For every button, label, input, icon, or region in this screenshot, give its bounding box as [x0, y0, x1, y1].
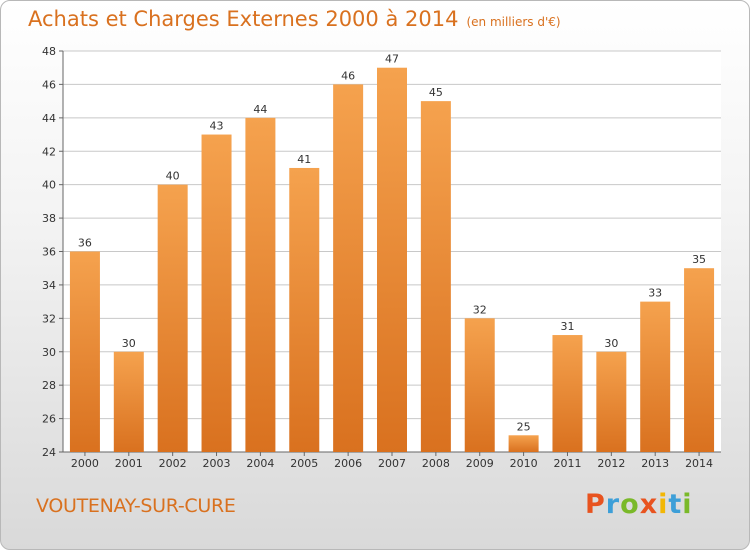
bar-value-label: 43: [210, 120, 224, 133]
x-tick-label: 2012: [597, 457, 625, 470]
y-tick-label: 28: [42, 379, 56, 392]
x-tick-label: 2006: [334, 457, 362, 470]
x-tick-label: 2007: [378, 457, 406, 470]
bar: [684, 268, 715, 452]
bar-value-label: 35: [692, 253, 706, 266]
bar-value-label: 32: [473, 303, 487, 316]
logo-letter: i: [682, 489, 693, 520]
y-tick-label: 38: [42, 212, 56, 225]
bar: [201, 134, 232, 452]
bar: [69, 251, 100, 452]
x-tick-label: 2005: [290, 457, 318, 470]
bar-value-label: 47: [385, 53, 399, 66]
y-tick-label: 48: [42, 45, 56, 58]
y-tick-label: 32: [42, 312, 56, 325]
y-tick-label: 36: [42, 246, 56, 259]
logo-letter: r: [605, 489, 621, 520]
x-tick-label: 2010: [510, 457, 538, 470]
x-tick-label: 2000: [71, 457, 99, 470]
x-tick-label: 2003: [203, 457, 231, 470]
bar-value-label: 45: [429, 86, 443, 99]
y-tick-label: 40: [42, 179, 56, 192]
x-tick-label: 2009: [466, 457, 494, 470]
bar-value-label: 40: [166, 170, 180, 183]
y-tick-label: 46: [42, 78, 56, 91]
bar: [157, 184, 188, 452]
proxiti-logo: Proxiti: [585, 489, 693, 520]
bar: [596, 351, 627, 452]
y-tick-label: 26: [42, 413, 56, 426]
x-tick-label: 2008: [422, 457, 450, 470]
bar: [464, 318, 495, 452]
chart-subtitle: (en milliers d'€): [466, 15, 561, 29]
y-tick-label: 24: [42, 446, 56, 459]
bar: [552, 335, 583, 452]
bar: [289, 167, 320, 453]
logo-letter: P: [585, 489, 606, 520]
logo-letter: o: [620, 489, 640, 520]
x-tick-label: 2014: [685, 457, 713, 470]
y-tick-label: 42: [42, 145, 56, 158]
bar-value-label: 30: [604, 337, 618, 350]
bar: [640, 301, 671, 452]
bar-value-label: 44: [253, 103, 267, 116]
x-tick-label: 2001: [115, 457, 143, 470]
bar-value-label: 41: [297, 153, 311, 166]
x-tick-label: 2013: [641, 457, 669, 470]
bar-value-label: 31: [560, 320, 574, 333]
logo-letter: i: [658, 489, 669, 520]
logo-letter: t: [668, 489, 683, 520]
y-tick-label: 34: [42, 279, 56, 292]
commune-name: VOUTENAY-SUR-CURE: [36, 495, 236, 517]
bar-value-label: 33: [648, 287, 662, 300]
bar: [420, 101, 451, 452]
bar: [377, 67, 407, 452]
bar-value-label: 25: [517, 420, 531, 433]
y-tick-label: 30: [42, 346, 56, 359]
chart-title-line: Achats et Charges Externes 2000 à 2014 (e…: [28, 7, 561, 31]
bar: [508, 435, 539, 452]
bar: [113, 351, 144, 452]
bar: [245, 117, 276, 452]
bar-value-label: 46: [341, 69, 355, 82]
logo-letter: x: [639, 489, 659, 520]
chart-title: Achats et Charges Externes 2000 à 2014: [28, 7, 459, 31]
x-tick-label: 2004: [246, 457, 274, 470]
x-tick-label: 2011: [553, 457, 581, 470]
y-tick-label: 44: [42, 112, 56, 125]
bar-value-label: 36: [78, 237, 92, 250]
x-tick-label: 2002: [159, 457, 187, 470]
bar: [333, 84, 364, 453]
bar-value-label: 30: [122, 337, 136, 350]
